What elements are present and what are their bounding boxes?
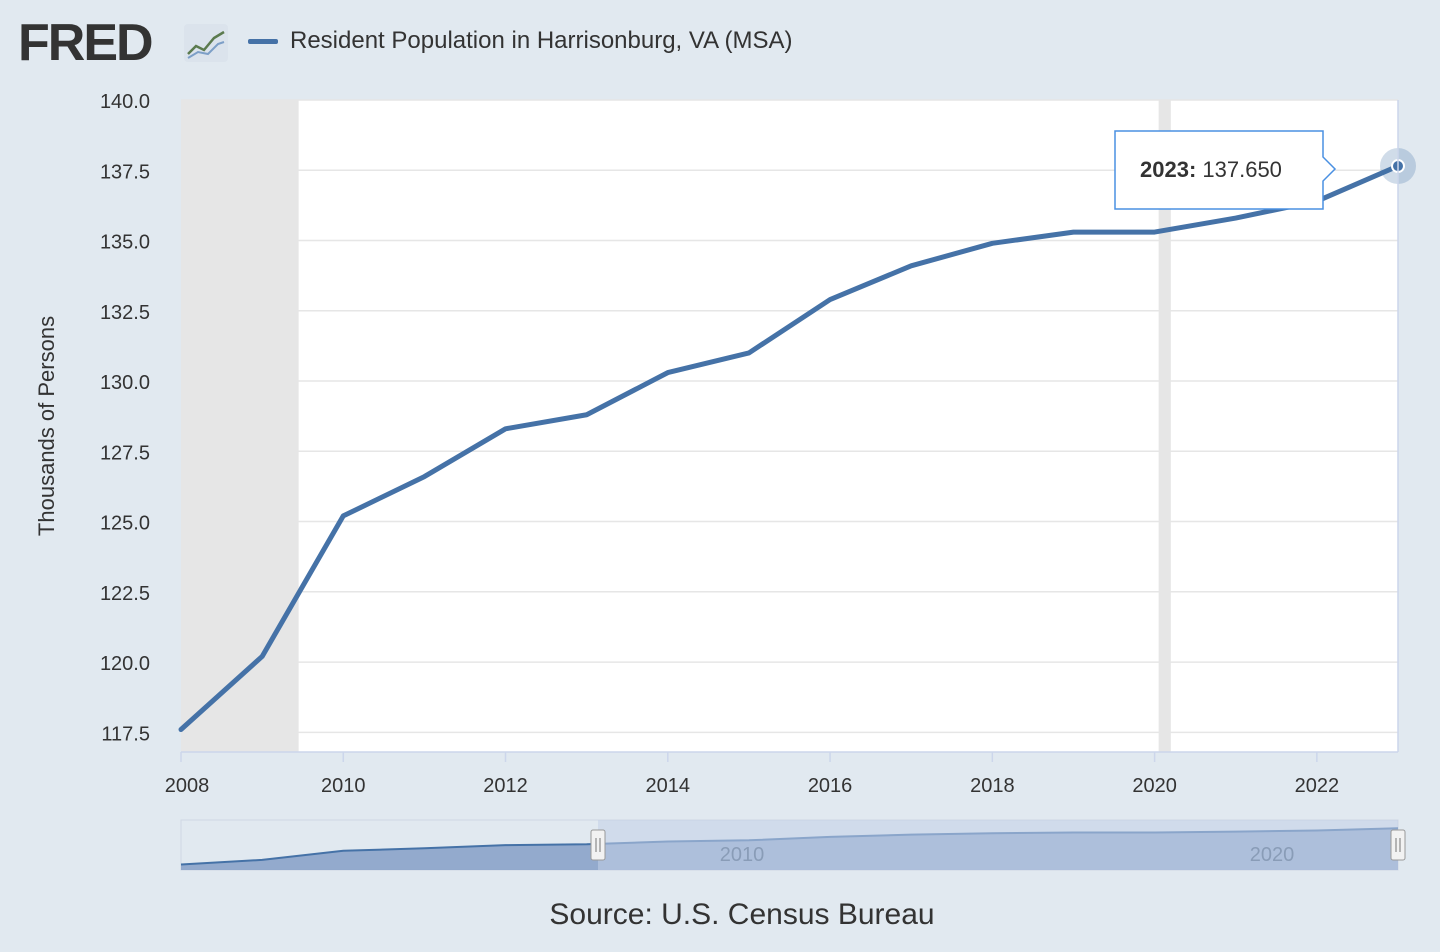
- fred-logo[interactable]: FRED: [18, 16, 233, 68]
- handle-body: [590, 829, 606, 861]
- y-tick-label: 117.5: [101, 723, 150, 745]
- fred-logo-text: FRED: [18, 16, 152, 68]
- source-note: Source: U.S. Census Bureau: [549, 898, 935, 931]
- navigator-selection[interactable]: [598, 820, 1398, 870]
- y-tick-label: 137.5: [100, 161, 150, 183]
- x-tick-label: 2012: [483, 775, 528, 797]
- recession-band: [181, 100, 299, 752]
- handle-body: [1390, 829, 1406, 861]
- y-tick-label: 135.0: [100, 232, 150, 254]
- x-tick-label: 2018: [970, 775, 1015, 797]
- x-tick-label: 2022: [1295, 775, 1340, 797]
- y-tick-label: 132.5: [100, 302, 150, 324]
- tooltip-date: 2023:: [1140, 157, 1196, 182]
- trend-graph-icon: [184, 24, 228, 62]
- navigator[interactable]: 2010 2020: [180, 819, 1406, 871]
- x-tick-label: 2010: [321, 775, 366, 797]
- legend-swatch: [248, 38, 278, 44]
- legend-label: Resident Population in Harrisonburg, VA …: [290, 27, 793, 54]
- legend[interactable]: Resident Population in Harrisonburg, VA …: [248, 26, 792, 56]
- x-tick-label: 2014: [646, 775, 691, 797]
- y-tick-label: 130.0: [100, 372, 150, 394]
- series-line[interactable]: [178, 163, 1401, 733]
- axes: 117.5 120.0 122.5 125.0 127.5 130.0 132.5 135.0…: [34, 91, 1399, 797]
- y-axis-title: Thousands of Persons: [34, 316, 59, 536]
- tooltip-value: 137.650: [1196, 157, 1282, 182]
- y-tick-label: 122.5: [100, 583, 150, 605]
- tooltip: 2023: 137.650: [1114, 130, 1337, 210]
- chart-header: FRED Resident Population in Harrisonburg…: [18, 12, 1018, 72]
- tooltip-text: 2023: 137.650: [1140, 157, 1282, 182]
- y-tick-label: 127.5: [100, 442, 150, 464]
- navigator-handle-right[interactable]: [1390, 829, 1406, 861]
- navigator-handle-left[interactable]: [590, 829, 606, 861]
- x-tick-label: 2020: [1132, 775, 1177, 797]
- recession-band: [1158, 100, 1171, 752]
- navigator-label: 2010: [720, 844, 765, 866]
- y-tick-label: 125.0: [100, 513, 150, 535]
- navigator-label: 2020: [1250, 844, 1295, 866]
- y-tick-label: 120.0: [100, 653, 150, 675]
- x-tick-label: 2016: [808, 775, 853, 797]
- tooltip-box: [1114, 130, 1337, 210]
- x-tick-label: 2008: [165, 775, 210, 797]
- y-tick-label: 140.0: [100, 91, 150, 113]
